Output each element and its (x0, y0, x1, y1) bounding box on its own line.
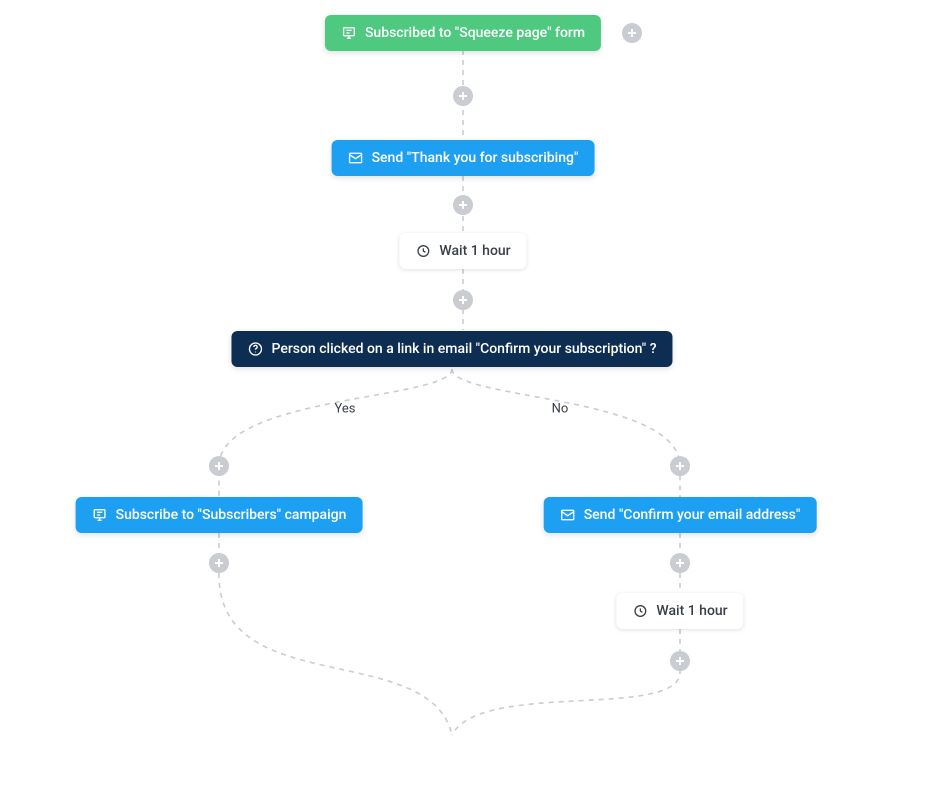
subscribe-campaign-node[interactable]: Subscribe to "Subscribers" campaign (76, 497, 363, 533)
add-step-button[interactable] (453, 290, 473, 310)
clock-icon (415, 243, 431, 259)
envelope-icon (348, 150, 364, 166)
send-confirm-node[interactable]: Send "Confirm your email address" (544, 497, 817, 533)
wait-1-label: Wait 1 hour (439, 243, 510, 259)
branch-label-yes: Yes (335, 402, 356, 417)
add-step-button[interactable] (209, 553, 229, 573)
add-step-button[interactable] (453, 195, 473, 215)
question-icon (247, 341, 263, 357)
add-step-button[interactable] (670, 553, 690, 573)
trigger-node[interactable]: Subscribed to "Squeeze page" form (325, 15, 601, 51)
condition-label: Person clicked on a link in email "Confi… (271, 341, 656, 357)
envelope-icon (560, 507, 576, 523)
wait-2-label: Wait 1 hour (656, 603, 727, 619)
workflow-canvas: Yes No Subscribed to "Squeeze page" form… (0, 0, 925, 785)
wait-2-node[interactable]: Wait 1 hour (616, 593, 743, 629)
subscribe-campaign-label: Subscribe to "Subscribers" campaign (116, 507, 347, 523)
connector-line (219, 369, 452, 497)
add-step-button[interactable] (670, 651, 690, 671)
trigger-label: Subscribed to "Squeeze page" form (365, 25, 585, 41)
condition-node[interactable]: Person clicked on a link in email "Confi… (231, 331, 672, 367)
clock-icon (632, 603, 648, 619)
connector-line (452, 629, 680, 735)
add-step-button[interactable] (622, 23, 642, 43)
branch-label-no: No (552, 402, 569, 417)
connector-line (452, 369, 680, 497)
send-thankyou-node[interactable]: Send "Thank you for subscribing" (332, 140, 595, 176)
connector-line (219, 533, 452, 735)
wait-1-node[interactable]: Wait 1 hour (399, 233, 526, 269)
add-step-button[interactable] (670, 456, 690, 476)
add-step-button[interactable] (453, 86, 473, 106)
form-icon (92, 507, 108, 523)
send-confirm-label: Send "Confirm your email address" (584, 507, 801, 523)
form-icon (341, 25, 357, 41)
connectors-layer (0, 0, 925, 785)
send-thankyou-label: Send "Thank you for subscribing" (372, 150, 579, 166)
add-step-button[interactable] (209, 456, 229, 476)
